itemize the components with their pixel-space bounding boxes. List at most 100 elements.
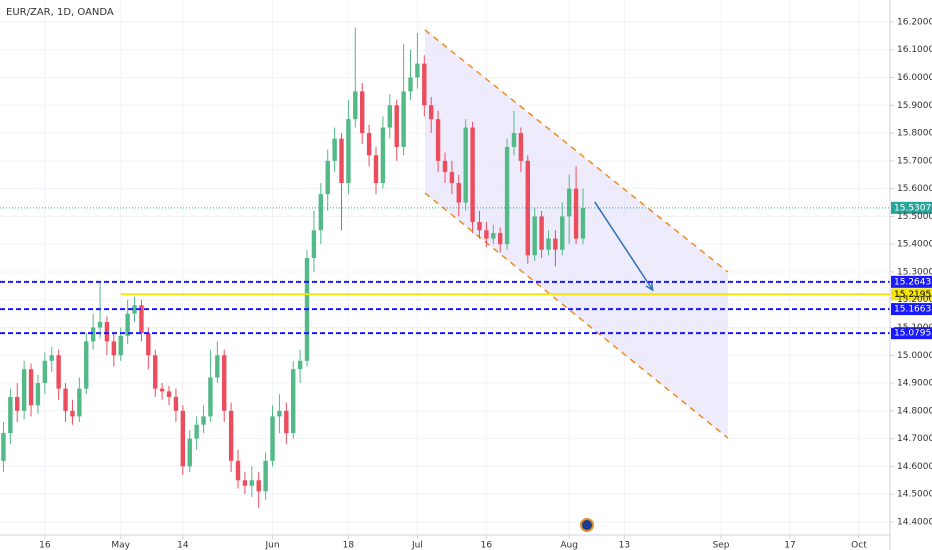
- x-tick-label: Oct: [851, 541, 867, 550]
- candle-body: [90, 327, 96, 342]
- candle-body: [539, 216, 544, 250]
- candle-body: [201, 416, 206, 425]
- price-label: 15.16635: [894, 305, 932, 315]
- candle-body: [166, 391, 172, 397]
- candle-body: [1, 433, 6, 461]
- price-label: 15.21955: [894, 290, 932, 300]
- y-tick-label: 14.40000: [897, 517, 932, 527]
- price-label-bg: [891, 327, 932, 340]
- candle-body: [284, 410, 289, 434]
- candle-body: [111, 341, 117, 356]
- candle-body: [442, 160, 448, 172]
- candle-body: [497, 233, 503, 245]
- candle-body: [380, 127, 386, 184]
- candle-body: [511, 133, 517, 147]
- candle-body: [477, 221, 482, 231]
- candle-body: [560, 216, 565, 250]
- chart-title: EUR/ZAR, 1D, OANDA: [6, 7, 114, 18]
- candle-body: [566, 188, 572, 217]
- y-tick-label: 15.40000: [897, 240, 932, 250]
- candle-body: [339, 138, 344, 184]
- candle-body: [518, 133, 524, 161]
- candle-body: [387, 105, 393, 128]
- channel-line: [424, 192, 729, 439]
- candle-body: [173, 396, 179, 411]
- candle-body: [449, 171, 455, 184]
- price-label-bg: [891, 288, 932, 301]
- candle-body: [580, 208, 586, 239]
- candle-body: [270, 416, 275, 461]
- price-label: 15.26435: [894, 277, 932, 287]
- candle-body: [56, 355, 61, 389]
- candle-body: [353, 91, 358, 120]
- candle-body: [139, 305, 144, 334]
- x-tick-label: Sep: [712, 541, 729, 550]
- candle-body: [394, 105, 399, 147]
- candle-body: [208, 377, 213, 417]
- candle-body: [194, 424, 199, 439]
- levels: 15.26435 15.21955 15.16635 15.07955 15.53079: [0, 201, 932, 340]
- candle-body: [235, 460, 241, 481]
- candle-body: [104, 321, 110, 342]
- candle-body: [8, 396, 13, 434]
- candle-body: [366, 133, 372, 156]
- candle-body: [215, 355, 220, 378]
- candle-body: [153, 355, 158, 389]
- candle-body: [360, 91, 365, 134]
- y-tick-label: 15.70000: [897, 156, 932, 166]
- y-tick-label: 15.00000: [897, 351, 932, 361]
- price-label-bg: [891, 275, 932, 288]
- candle-body: [415, 63, 420, 78]
- candle-body: [84, 341, 89, 389]
- y-tick-label: 16.20000: [897, 17, 932, 27]
- candle-body: [346, 119, 351, 184]
- candle-body: [311, 230, 317, 259]
- candle-body: [249, 480, 255, 486]
- candle-body: [491, 233, 496, 239]
- candle-body: [15, 396, 20, 411]
- candle-body: [553, 238, 558, 250]
- event-icon[interactable]: [580, 518, 594, 532]
- y-tick-label: 16.00000: [897, 73, 932, 83]
- candle-body: [125, 313, 130, 336]
- candle-body: [291, 369, 296, 434]
- x-tick-label: May: [111, 541, 130, 550]
- candle-body: [297, 360, 303, 370]
- arrow-head: [645, 281, 654, 292]
- y-tick-label: 14.50000: [897, 490, 932, 500]
- x-tick-label: 16: [39, 541, 51, 550]
- candle-body: [256, 480, 261, 492]
- y-tick-label: 14.60000: [897, 462, 932, 472]
- price-label: 15.07955: [894, 329, 932, 339]
- candle-body: [146, 333, 151, 356]
- candle-body: [408, 77, 413, 92]
- candle-body: [573, 188, 579, 239]
- candle-body: [546, 238, 551, 250]
- candle-body: [49, 355, 54, 361]
- arrow-line: [594, 201, 654, 291]
- candle-body: [228, 410, 234, 461]
- candles: [1, 27, 586, 509]
- price-label-bg: [891, 303, 932, 316]
- y-tick-label: 14.80000: [897, 406, 932, 416]
- candle-body: [35, 383, 41, 406]
- candle-body: [525, 160, 530, 256]
- candle-body: [504, 146, 510, 245]
- y-tick-label: 15.90000: [897, 101, 932, 111]
- candle-body: [132, 305, 137, 314]
- x-tick-label: 14: [177, 541, 189, 550]
- y-tick-label: 15.10000: [897, 323, 932, 333]
- y-tick-label: 15.20000: [897, 295, 932, 305]
- x-tick-label: 18: [343, 541, 355, 550]
- candle-body: [422, 63, 427, 106]
- candle-body: [159, 388, 165, 392]
- candle-body: [21, 369, 27, 411]
- candle-body: [70, 410, 75, 417]
- price-label: 15.53079: [894, 203, 932, 213]
- axes: 14.40000 14.50000 14.60000 14.70000 14.80000…: [39, 17, 932, 550]
- x-tick-label: Aug: [560, 541, 578, 550]
- y-tick-label: 16.10000: [897, 45, 932, 55]
- candle-body: [325, 160, 330, 195]
- candle-body: [77, 388, 82, 417]
